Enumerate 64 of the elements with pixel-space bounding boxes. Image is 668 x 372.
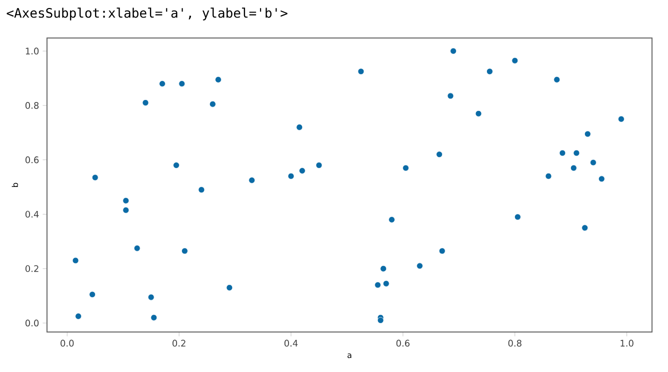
point — [377, 317, 384, 324]
point — [316, 162, 322, 168]
point — [122, 197, 130, 204]
point — [584, 130, 591, 138]
y-tick-label: 1.0 — [26, 48, 39, 54]
point — [181, 248, 188, 254]
y-tick-label: 0.0 — [25, 320, 39, 326]
point — [475, 110, 482, 117]
point — [598, 176, 605, 182]
x-tick-label: 0.8 — [508, 340, 522, 347]
point — [514, 214, 521, 220]
point — [89, 291, 96, 298]
point — [554, 76, 560, 83]
point — [380, 265, 387, 272]
point — [618, 116, 624, 122]
x-axis-title: a — [348, 353, 352, 358]
x-tick-label: 0.0 — [60, 340, 74, 347]
y-tick-label: 0.6 — [25, 156, 39, 164]
point — [209, 100, 216, 108]
point — [178, 80, 186, 87]
point — [288, 172, 294, 180]
point — [148, 294, 154, 300]
point — [122, 206, 130, 214]
point — [512, 57, 518, 64]
point — [436, 151, 443, 158]
point — [226, 284, 233, 291]
point — [173, 162, 180, 168]
x-tick-label: 0.2 — [172, 340, 186, 347]
x-tick-label: 1.0 — [620, 340, 634, 347]
point — [75, 313, 82, 320]
y-tick-label: 0.8 — [25, 102, 39, 109]
y-axis-title: b — [12, 182, 18, 187]
y-tick-label: 0.2 — [25, 265, 38, 272]
point — [590, 159, 596, 166]
point — [438, 248, 446, 254]
point — [447, 92, 454, 100]
point — [416, 262, 423, 270]
point — [486, 68, 493, 75]
point — [150, 314, 158, 321]
point — [374, 282, 381, 288]
point — [382, 280, 390, 287]
point — [450, 48, 457, 54]
text: <AxesSubplot:xlabel='a', ylabel='b'> — [6, 8, 288, 20]
point — [388, 216, 395, 223]
point — [248, 177, 256, 184]
point — [198, 186, 205, 193]
point — [92, 174, 98, 181]
point — [559, 150, 566, 156]
point — [545, 172, 552, 180]
point — [570, 164, 577, 172]
point — [215, 76, 222, 83]
point — [142, 100, 149, 106]
point — [159, 80, 166, 87]
point — [296, 124, 303, 130]
point — [582, 224, 588, 232]
point — [358, 68, 364, 75]
y-tick-label: 0.4 — [25, 210, 39, 218]
point — [134, 245, 140, 252]
x-tick-label: 0.4 — [284, 340, 298, 347]
x-tick-label: 0.6 — [396, 340, 410, 347]
point — [299, 168, 306, 174]
point — [402, 164, 409, 172]
point — [72, 257, 79, 264]
point — [573, 150, 580, 156]
